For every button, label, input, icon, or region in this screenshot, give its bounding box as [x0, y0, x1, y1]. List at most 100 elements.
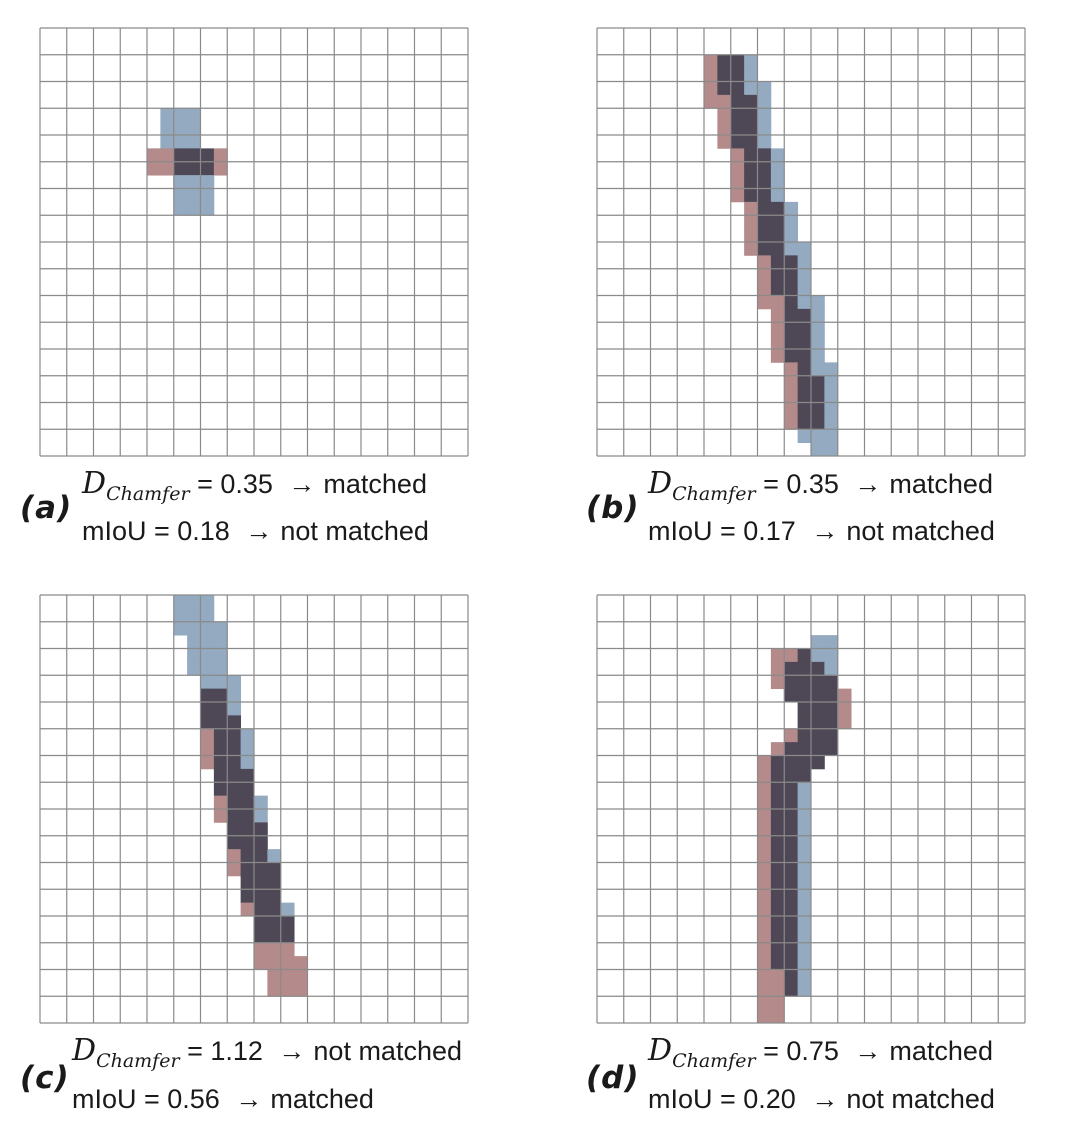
ground-truth-pixel	[797, 942, 812, 957]
overlap-pixel	[213, 715, 228, 730]
ground-truth-pixel	[797, 809, 812, 823]
ground-truth-pixel	[200, 648, 215, 663]
prediction-pixel	[757, 902, 772, 917]
overlap-pixel	[797, 648, 812, 663]
overlap-pixel	[744, 94, 758, 109]
overlap-pixel	[240, 862, 255, 877]
ground-truth-pixel	[173, 608, 188, 623]
prediction-pixel	[730, 161, 745, 176]
ground-truth-pixel	[200, 621, 215, 636]
prediction-pixel	[784, 375, 799, 390]
ground-truth-pixel	[173, 135, 188, 149]
prediction-pixel	[784, 362, 799, 377]
grid-lines	[596, 594, 1026, 1024]
ground-truth-pixel	[824, 661, 839, 676]
prediction-pixel	[757, 849, 772, 863]
ground-truth-pixel	[240, 742, 255, 756]
overlap-pixel	[227, 809, 242, 823]
prediction-pixel	[147, 148, 161, 163]
prediction-pixel	[744, 228, 758, 243]
overlap-pixel	[240, 795, 255, 810]
prediction-pixel	[757, 809, 772, 823]
arrow-icon: →	[854, 469, 882, 499]
ground-truth-pixel	[797, 875, 812, 890]
miou-value: mIoU = 0.18	[82, 516, 230, 546]
overlap-pixel	[784, 956, 799, 970]
chamfer-line-a: DChamfer = 0.35 → matched	[82, 466, 427, 505]
overlap-pixel	[784, 862, 799, 877]
overlap-pixel	[811, 402, 825, 417]
prediction-pixel	[757, 982, 772, 997]
overlap-pixel	[744, 121, 758, 136]
arrow-icon: →	[854, 1036, 882, 1066]
ground-truth-pixel	[280, 902, 295, 917]
ground-truth-pixel	[254, 809, 268, 823]
ground-truth-pixel	[797, 889, 812, 904]
overlap-pixel	[254, 929, 268, 944]
overlap-pixel	[797, 389, 812, 403]
grid-c	[39, 594, 469, 1024]
grid-a	[39, 27, 469, 457]
overlap-pixel	[227, 742, 242, 756]
ground-truth-pixel	[824, 375, 839, 390]
overlap-pixel	[267, 929, 282, 944]
prediction-pixel	[744, 242, 758, 256]
stroke-pixels	[757, 635, 852, 1024]
overlap-pixel	[797, 322, 812, 337]
prediction-pixel	[280, 942, 295, 957]
miou-result: not matched	[846, 1084, 995, 1114]
miou-line-d: mIoU = 0.20 → not matched	[648, 1084, 995, 1115]
overlap-pixel	[770, 268, 785, 283]
stroke-pixels	[704, 54, 839, 457]
overlap-pixel	[280, 929, 295, 944]
overlap-pixel	[267, 902, 282, 917]
prediction-pixel	[227, 862, 242, 877]
overlap-pixel	[187, 148, 201, 163]
chamfer-subscript: Chamfer	[96, 1050, 180, 1072]
prediction-pixel	[757, 295, 772, 310]
overlap-pixel	[240, 889, 255, 904]
arrow-icon: →	[811, 516, 839, 546]
overlap-pixel	[744, 108, 758, 123]
overlap-pixel	[213, 702, 228, 716]
overlap-pixel	[744, 148, 758, 163]
overlap-pixel	[784, 982, 799, 997]
ground-truth-pixel	[213, 635, 228, 649]
overlap-pixel	[744, 135, 758, 149]
ground-truth-pixel	[811, 442, 825, 457]
ground-truth-pixel	[824, 402, 839, 417]
ground-truth-pixel	[173, 595, 188, 609]
overlap-pixel	[824, 728, 839, 743]
ground-truth-pixel	[187, 121, 201, 136]
prediction-pixel	[280, 956, 295, 970]
overlap-pixel	[811, 375, 825, 390]
overlap-pixel	[213, 782, 228, 797]
ground-truth-pixel	[160, 121, 175, 136]
overlap-pixel	[784, 942, 799, 957]
overlap-pixel	[797, 335, 812, 350]
overlap-pixel	[797, 768, 812, 783]
overlap-pixel	[770, 916, 785, 930]
overlap-pixel	[254, 849, 268, 863]
overlap-pixel	[730, 54, 745, 69]
ground-truth-pixel	[213, 621, 228, 636]
stroke-pixels	[173, 595, 308, 997]
prediction-pixel	[757, 282, 772, 296]
miou-line-b: mIoU = 0.17 → not matched	[648, 516, 995, 547]
prediction-pixel	[294, 969, 308, 984]
overlap-pixel	[200, 148, 215, 163]
ground-truth-pixel	[797, 782, 812, 797]
prediction-pixel	[757, 889, 772, 904]
prediction-pixel	[770, 742, 785, 756]
overlap-pixel	[797, 402, 812, 417]
panel-label-d: (d)	[586, 1060, 640, 1096]
ground-truth-pixel	[797, 255, 812, 270]
ground-truth-pixel	[200, 675, 215, 690]
overlap-pixel	[744, 188, 758, 203]
ground-truth-pixel	[824, 389, 839, 403]
overlap-pixel	[784, 322, 799, 337]
overlap-pixel	[797, 375, 812, 390]
miou-line-c: mIoU = 0.56 → matched	[72, 1084, 374, 1115]
prediction-pixel	[267, 956, 282, 970]
overlap-pixel	[784, 742, 799, 756]
